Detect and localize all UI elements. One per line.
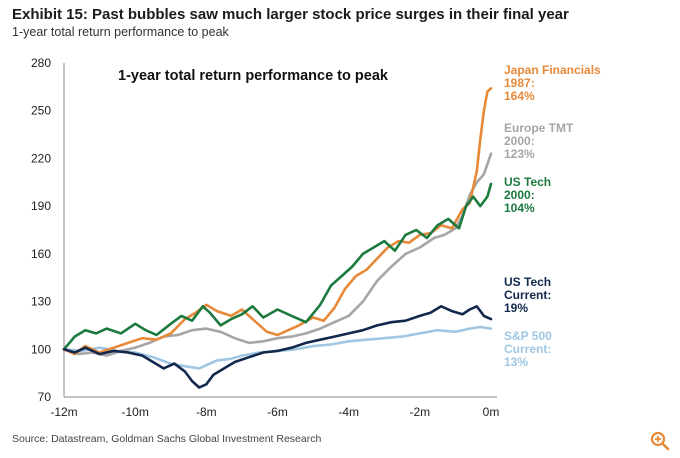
- x-tick-label: -8m: [196, 405, 217, 419]
- chart-title: 1-year total return performance to peak: [118, 68, 389, 84]
- y-axis-ticks: 70 100 130 160 190 220 250 280: [31, 56, 51, 404]
- line-chart: 1-year total return performance to peak …: [31, 56, 601, 419]
- x-axis-ticks: -12m -10m -8m -6m -4m -2m 0m: [50, 405, 499, 419]
- series-label: Japan Financials: [504, 63, 601, 77]
- series-label: 1987:: [504, 76, 535, 90]
- series-label: S&P 500: [504, 329, 552, 343]
- series-label: 164%: [504, 89, 535, 103]
- series-line-s-p-500-current: [62, 325, 493, 370]
- exhibit-title: Exhibit 15: Past bubbles saw much larger…: [12, 6, 569, 23]
- series-line-us-tech-current: [62, 304, 493, 389]
- series-label: Europe TMT: [504, 121, 574, 135]
- y-tick-label: 190: [31, 199, 51, 213]
- series-label: US Tech: [504, 175, 551, 189]
- series-label: 2000:: [504, 188, 535, 202]
- series-label: Current:: [504, 288, 551, 302]
- x-tick-label: -6m: [267, 405, 288, 419]
- x-tick-label: -10m: [121, 405, 148, 419]
- series-lines: [62, 87, 493, 389]
- x-tick-label: 0m: [483, 405, 500, 419]
- series-label: US Tech: [504, 275, 551, 289]
- x-tick-label: -2m: [409, 405, 430, 419]
- series-line-europe-tmt-2000: [62, 152, 493, 357]
- series-label: 104%: [504, 201, 535, 215]
- x-tick-label: -4m: [338, 405, 359, 419]
- y-tick-label: 100: [31, 342, 51, 356]
- series-label: 19%: [504, 301, 528, 315]
- series-label: 123%: [504, 147, 535, 161]
- y-tick-label: 280: [31, 56, 51, 70]
- y-tick-label: 220: [31, 151, 51, 165]
- series-line-us-tech-2000: [62, 182, 493, 351]
- series-label: 2000:: [504, 134, 535, 148]
- exhibit-subtitle: 1-year total return performance to peak: [12, 25, 229, 39]
- zoom-in-icon[interactable]: [650, 431, 670, 451]
- series-line-japan-financials-1987: [62, 87, 493, 356]
- series-label: Current:: [504, 342, 551, 356]
- x-tick-label: -12m: [50, 405, 77, 419]
- y-tick-label: 250: [31, 104, 51, 118]
- y-tick-label: 130: [31, 295, 51, 309]
- y-tick-label: 70: [38, 390, 52, 404]
- source-note: Source: Datastream, Goldman Sachs Global…: [12, 433, 322, 445]
- y-tick-label: 160: [31, 247, 51, 261]
- series-label: 13%: [504, 355, 528, 369]
